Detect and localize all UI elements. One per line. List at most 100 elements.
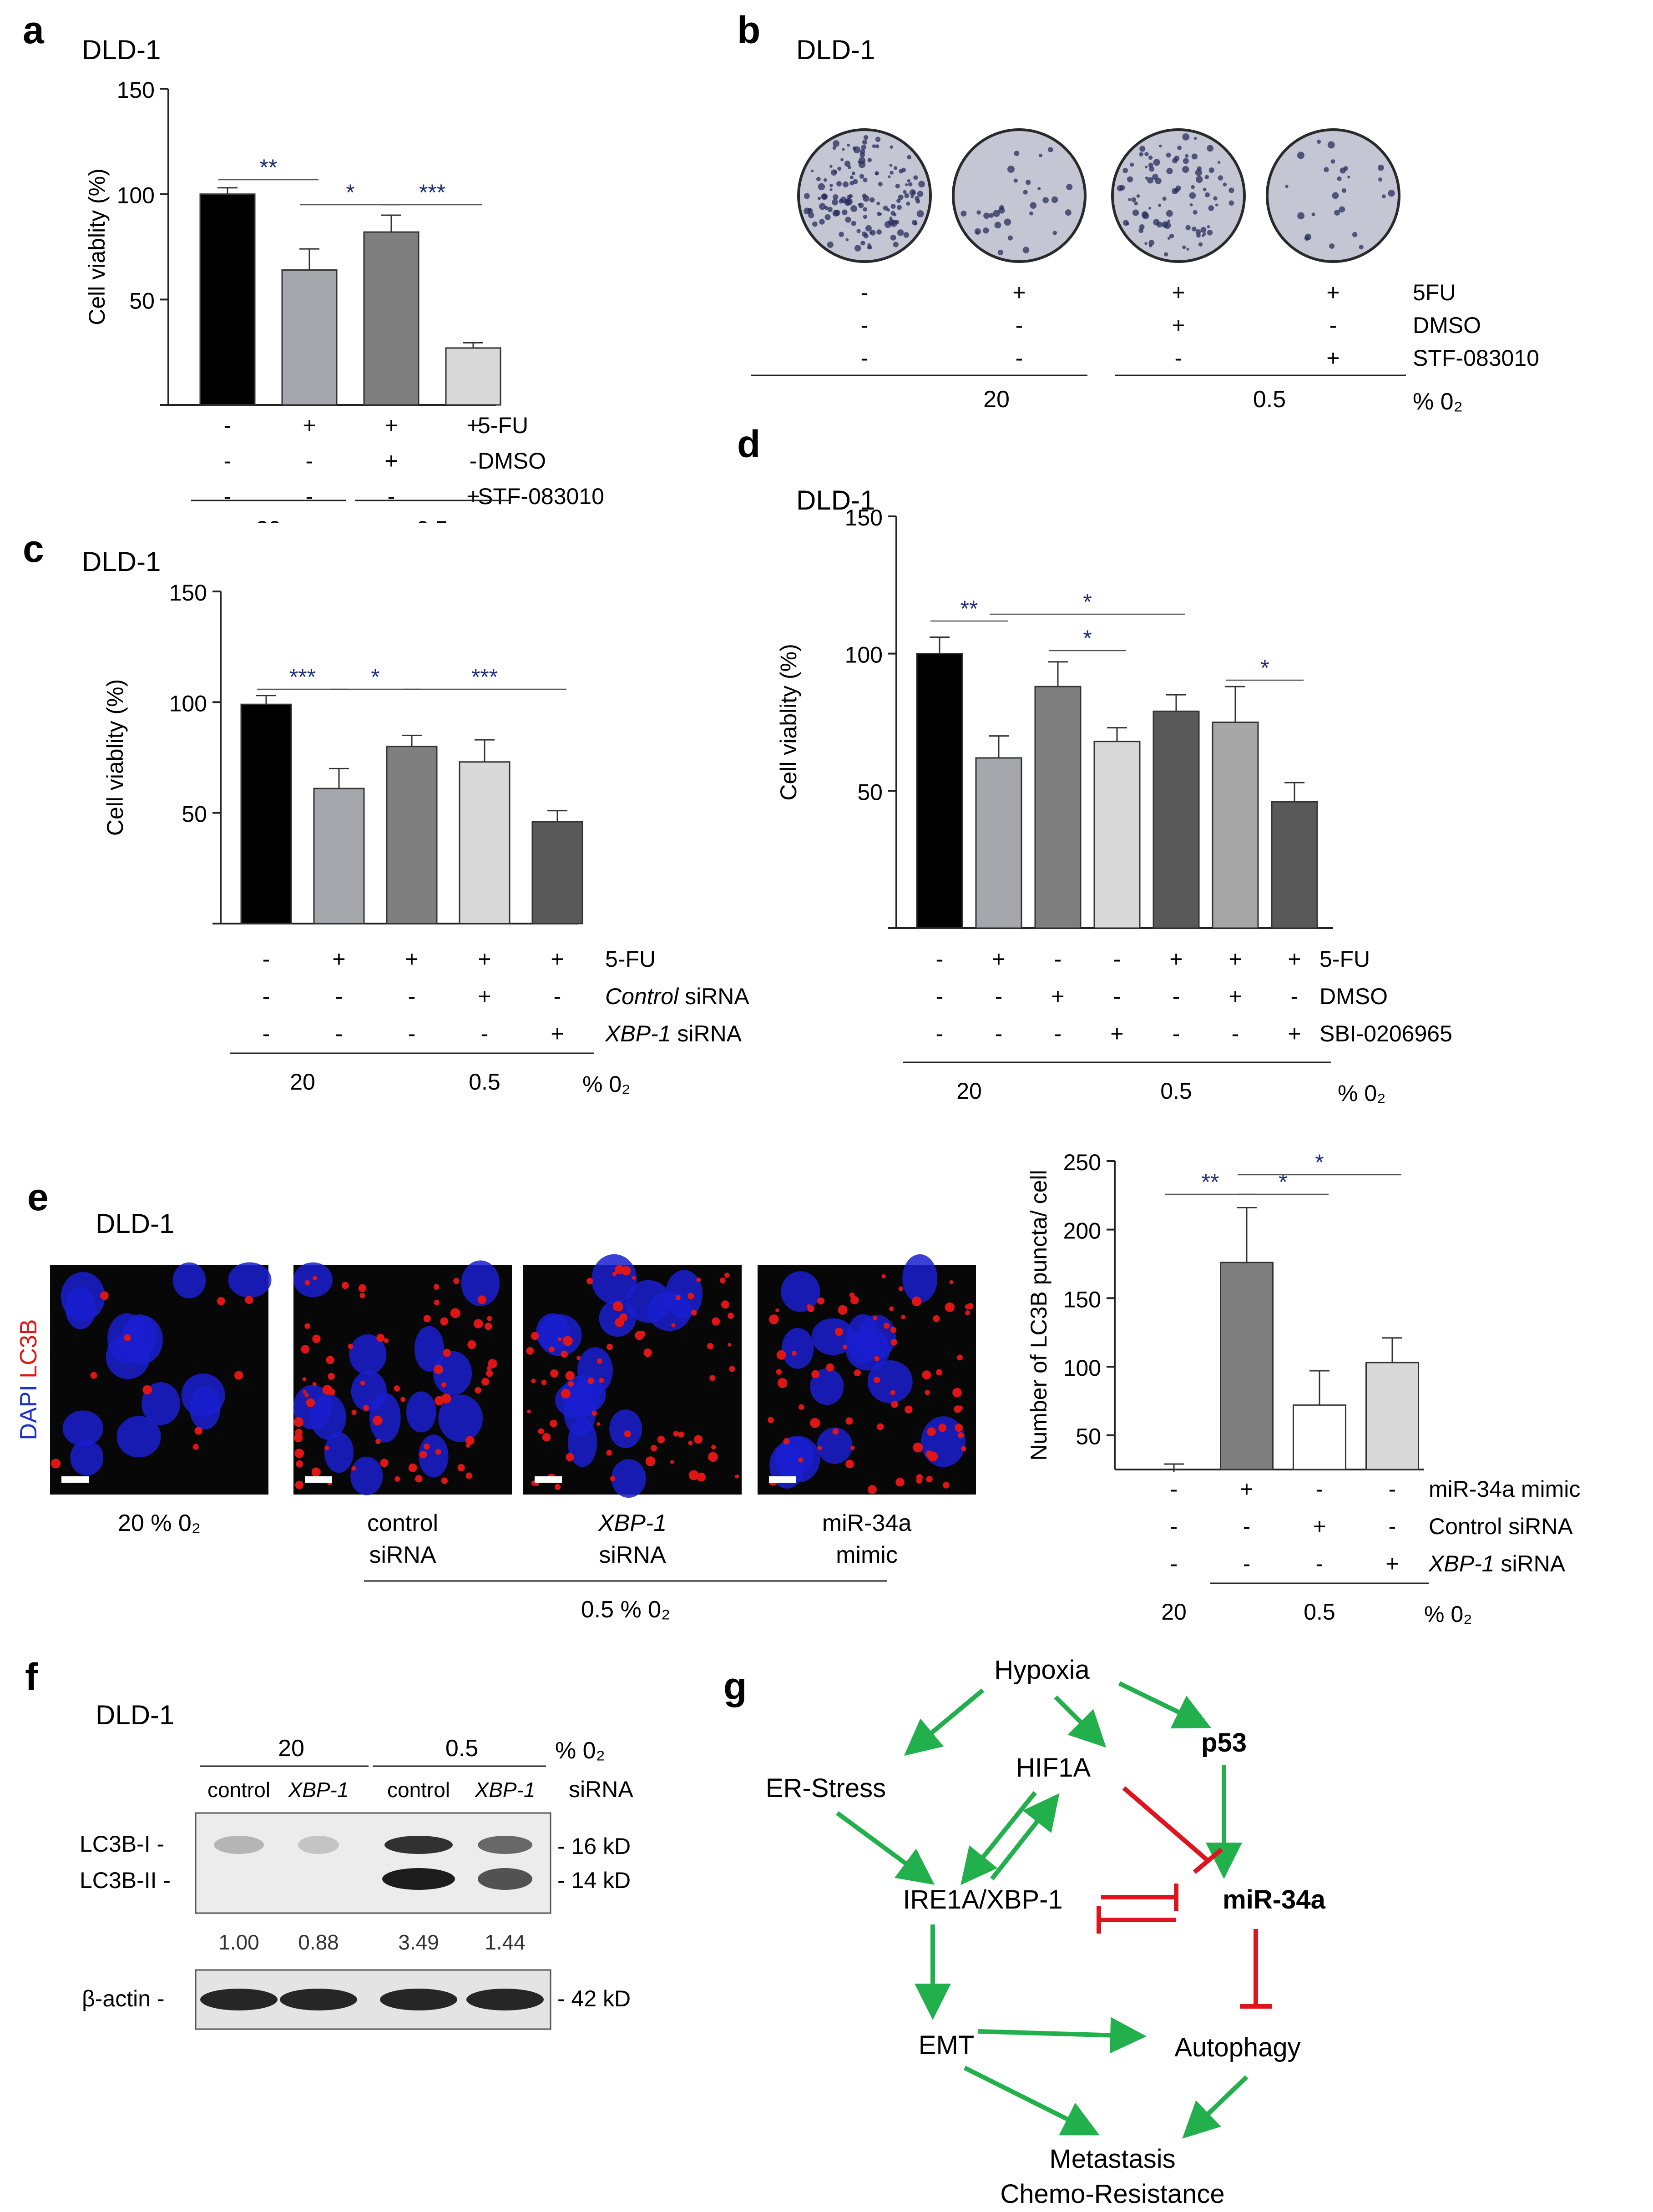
lc3b-punctum [360, 1380, 365, 1386]
colony-mark [1334, 209, 1340, 216]
lc3b-punctum [895, 1478, 905, 1487]
bar [1093, 741, 1141, 929]
colony-mark [1155, 177, 1162, 184]
colony-mark [1132, 209, 1139, 216]
lc3b-punctum [296, 1460, 303, 1468]
colony-mark [905, 183, 908, 187]
bar [445, 347, 501, 406]
colony-mark [1324, 167, 1329, 172]
colony-mark [1026, 180, 1031, 185]
image-caption: XBP-1 [598, 1510, 667, 1536]
lc3b-punctum [922, 1370, 931, 1379]
treatment-label: Control siRNA [1429, 1514, 1573, 1539]
colony-mark [908, 182, 913, 187]
lc3b-punctum [450, 1308, 460, 1318]
panel-f-western-blot: f DLD-1 20 0.5 % 0₂ control XBP-1 control XBP-… [25, 1656, 633, 2030]
colony-mark [1297, 152, 1304, 159]
colony-mark [1185, 154, 1189, 158]
treatment-label: XBP-1 siRNA [1428, 1551, 1566, 1576]
treatment-sign: - [1170, 1476, 1178, 1502]
lc3b-punctum [384, 1338, 389, 1343]
bar [1034, 686, 1082, 929]
lc3b-punctum [358, 1284, 367, 1293]
nucleus-mark [61, 1272, 105, 1321]
lc3b-punctum [688, 1440, 693, 1445]
colony-mark [869, 231, 873, 235]
lc3b-punctum [838, 1305, 848, 1315]
colony-mark [1218, 161, 1221, 164]
lc3b-punctum [643, 1348, 652, 1357]
nucleus-mark [867, 1360, 913, 1403]
lc3b-punctum [776, 1350, 786, 1360]
colony-mark [1317, 140, 1321, 144]
colony-mark [906, 202, 910, 206]
lc3b-punctum [531, 1332, 539, 1340]
colony-mark [862, 193, 867, 198]
colony-mark [842, 148, 845, 151]
lc3b-punctum [834, 1328, 843, 1336]
colony-mark [854, 245, 861, 252]
lc3b-punctum [591, 1410, 597, 1416]
lc3b-punctum [313, 1276, 318, 1281]
lc3b-punctum [721, 1300, 730, 1309]
lc3b-punctum [359, 1293, 365, 1298]
band-actin [380, 1989, 457, 2010]
lc3b-punctum [312, 1382, 317, 1386]
bar [459, 761, 511, 924]
lc3b-punctum [850, 1296, 859, 1305]
lc3b-punctum [925, 1389, 930, 1395]
lc3b-punctum [192, 1444, 199, 1450]
nucleus-mark [626, 1280, 671, 1323]
image-caption: siRNA [599, 1542, 666, 1568]
lc3b-punctum [657, 1435, 665, 1444]
colony-mark [1200, 227, 1207, 233]
nucleus-mark [324, 1432, 354, 1473]
colony-mark [1337, 176, 1342, 181]
colony-mark [829, 183, 833, 187]
colony-mark [896, 198, 901, 203]
colony-mark [1051, 196, 1058, 203]
colony-plate [952, 128, 1087, 263]
cell-line-label: DLD-1 [96, 1700, 174, 1730]
colony-mark [976, 210, 981, 215]
lc3b-punctum [538, 1428, 544, 1434]
colony-mark [888, 175, 891, 178]
lc3b-punctum [645, 1456, 656, 1466]
arrow-emt-metastasis [963, 2066, 1100, 2136]
lc3b-punctum [799, 1404, 804, 1410]
colony-mark [819, 219, 825, 225]
arrow-hif1a-ire1a [960, 1791, 1037, 1885]
band-label: β-actin - [82, 1986, 165, 2011]
y-tick-label: 150 [845, 505, 883, 530]
colony-mark [1148, 244, 1153, 247]
y-tick-label: 250 [1063, 1150, 1101, 1175]
colony-mark [863, 207, 867, 212]
inhibit-hif1a-mir34a-bar [1193, 1848, 1223, 1874]
treatment-sign: + [466, 413, 480, 438]
treatment-sign: - [263, 984, 270, 1009]
bar [1153, 710, 1200, 929]
colony-mark [1148, 207, 1152, 210]
colony-mark [1014, 151, 1020, 157]
nucleus-mark [228, 1262, 272, 1298]
lc3b-punctum [394, 1385, 400, 1392]
oxygen-group-label: 0.5 [445, 1735, 478, 1762]
treatment-label: 5-FU [478, 413, 528, 438]
colony-mark [983, 212, 990, 219]
colony-mark [1193, 210, 1198, 215]
lc3b-punctum [926, 1476, 933, 1483]
lc3b-punctum [549, 1346, 555, 1353]
lc3b-punctum [615, 1265, 625, 1274]
nucleus-mark [62, 1410, 103, 1446]
colony-mark [1228, 187, 1234, 193]
colony-mark [1139, 224, 1145, 230]
lc3b-punctum [675, 1295, 681, 1300]
oxygen-unit-label: % 0₂ [1424, 1601, 1472, 1627]
colony-mark [1382, 194, 1386, 198]
lc3b-punctum [708, 1452, 718, 1462]
treatment-sign: + [992, 946, 1005, 972]
blot-membrane [195, 1812, 551, 1914]
treatment-sign: - [335, 1021, 343, 1046]
arrow-hypoxia-hif1a [1054, 1695, 1107, 1748]
